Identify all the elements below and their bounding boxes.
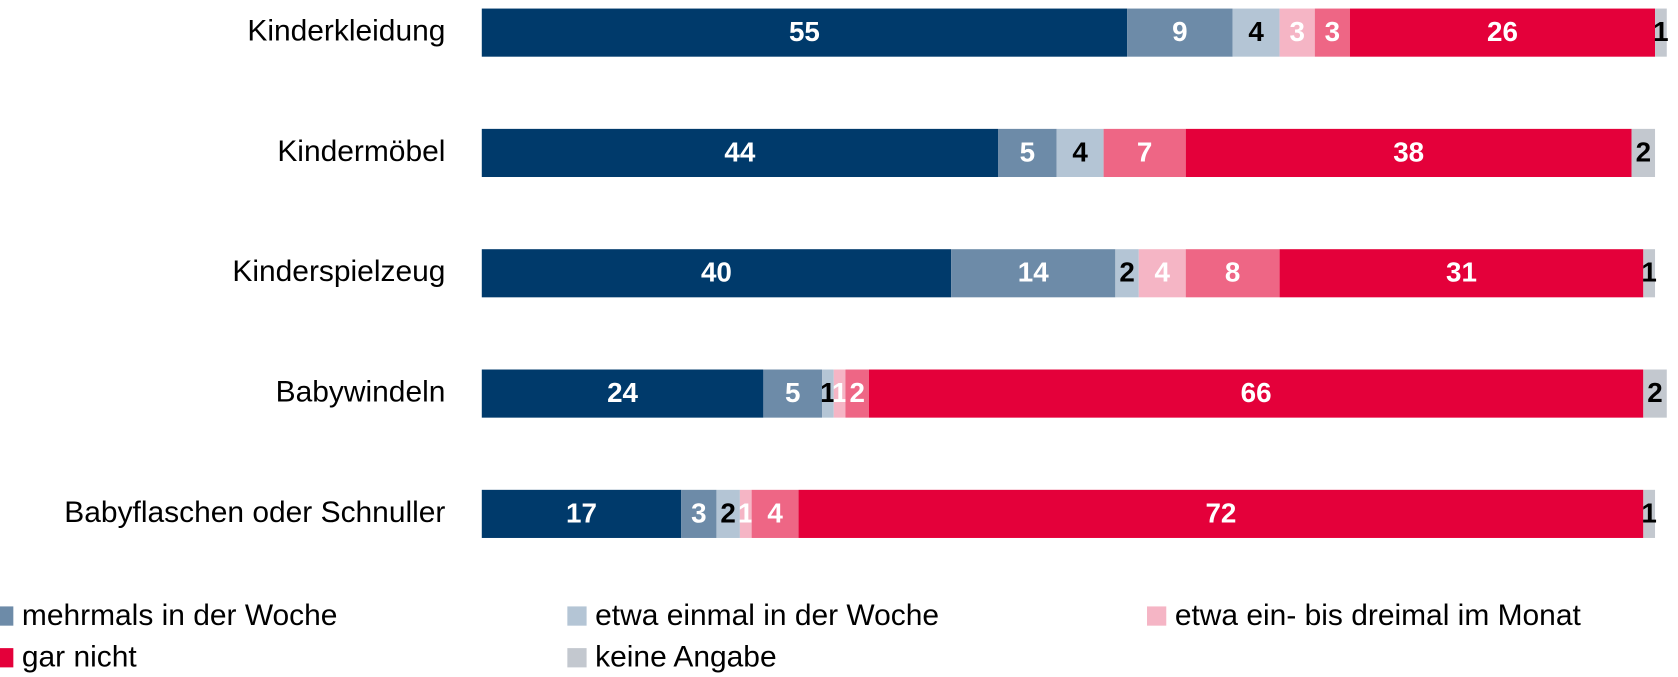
bar-segment — [481, 489, 682, 538]
bar-segment — [1655, 8, 1667, 57]
data-label: 9 — [1172, 16, 1187, 47]
bar-segment — [1138, 249, 1186, 298]
bar-segment — [845, 369, 869, 418]
data-label: 4 — [1155, 257, 1171, 288]
legend-label: mehrmals in der Woche — [22, 599, 338, 632]
data-label: 1 — [1641, 497, 1656, 528]
category-label: Babyflaschen oder Schnuller — [64, 496, 445, 529]
bar-segment — [481, 369, 764, 418]
data-label: 24 — [607, 377, 638, 408]
data-label: 38 — [1393, 136, 1424, 167]
bar-segment — [833, 369, 846, 418]
bar-segment — [868, 369, 1644, 418]
data-label: 5 — [785, 377, 800, 408]
bar-segment — [739, 489, 752, 538]
data-label: 2 — [849, 377, 864, 408]
data-label: 17 — [566, 497, 597, 528]
data-label: 2 — [720, 497, 735, 528]
category-label: Kinderspielzeug — [232, 255, 445, 288]
data-label: 55 — [789, 16, 820, 47]
data-label: 44 — [724, 136, 755, 167]
data-label: 14 — [1018, 257, 1049, 288]
data-label: 4 — [1248, 16, 1264, 47]
bar-segment — [822, 369, 834, 418]
data-label: 1 — [1653, 16, 1668, 47]
data-label: 3 — [1325, 16, 1340, 47]
bar-segment — [716, 489, 740, 538]
bar-segment — [1115, 249, 1139, 298]
data-label: 4 — [767, 497, 783, 528]
data-label: 2 — [1119, 257, 1134, 288]
bar-segment — [681, 489, 717, 538]
bar-segment — [1127, 8, 1233, 57]
bar-segment — [1185, 249, 1280, 298]
bar-segment — [481, 128, 999, 178]
data-label: 2 — [1647, 377, 1662, 408]
data-label: 1 — [738, 497, 753, 528]
legend-swatch — [1147, 606, 1167, 626]
bar-segment — [481, 8, 1128, 57]
legend-label: etwa einmal in der Woche — [595, 599, 939, 632]
bar-segment — [1643, 369, 1667, 418]
bar-segment — [798, 489, 1644, 538]
bar-segment — [1349, 8, 1656, 57]
bar-segment — [1643, 249, 1656, 298]
data-label: 4 — [1072, 136, 1088, 167]
bar-segment — [1185, 128, 1632, 178]
bar-segment — [751, 489, 799, 538]
legend-swatch — [567, 648, 587, 668]
legend-swatch — [567, 606, 587, 626]
data-label: 72 — [1205, 497, 1236, 528]
data-label: 1 — [1641, 257, 1656, 288]
data-label: 66 — [1241, 377, 1272, 408]
bar-segment — [1232, 8, 1280, 57]
bar-segment — [1279, 8, 1315, 57]
data-label: 7 — [1137, 136, 1152, 167]
data-label: 3 — [1289, 16, 1304, 47]
bar-segment — [1631, 128, 1656, 178]
bar-segment — [481, 249, 952, 298]
data-label: 5 — [1020, 136, 1035, 167]
data-label: 26 — [1487, 16, 1518, 47]
data-label: 40 — [701, 257, 732, 288]
data-label: 8 — [1225, 257, 1240, 288]
data-label: 2 — [1636, 136, 1651, 167]
legend-label: keine Angabe — [595, 641, 776, 674]
category-label: Babywindeln — [276, 375, 446, 408]
legend-label: gar nicht — [22, 641, 138, 674]
bar-segment — [1314, 8, 1350, 57]
data-label: 1 — [832, 377, 847, 408]
legend-swatch — [0, 606, 14, 626]
category-label: Kindermöbel — [277, 135, 445, 168]
bar-segment — [1279, 249, 1644, 298]
data-label: 31 — [1446, 257, 1477, 288]
data-label: 1 — [820, 377, 835, 408]
data-label: 3 — [691, 497, 706, 528]
category-label: Kinderkleidung — [247, 15, 445, 48]
bar-segment — [998, 128, 1057, 178]
bar-segment — [1643, 489, 1656, 538]
bar-segment — [1056, 128, 1104, 178]
bar-segment — [1103, 128, 1186, 178]
bar-segment — [951, 249, 1116, 298]
legend-label: etwa ein- bis dreimal im Monat — [1175, 599, 1582, 632]
bar-segment — [763, 369, 823, 418]
legend-swatch — [0, 648, 14, 668]
